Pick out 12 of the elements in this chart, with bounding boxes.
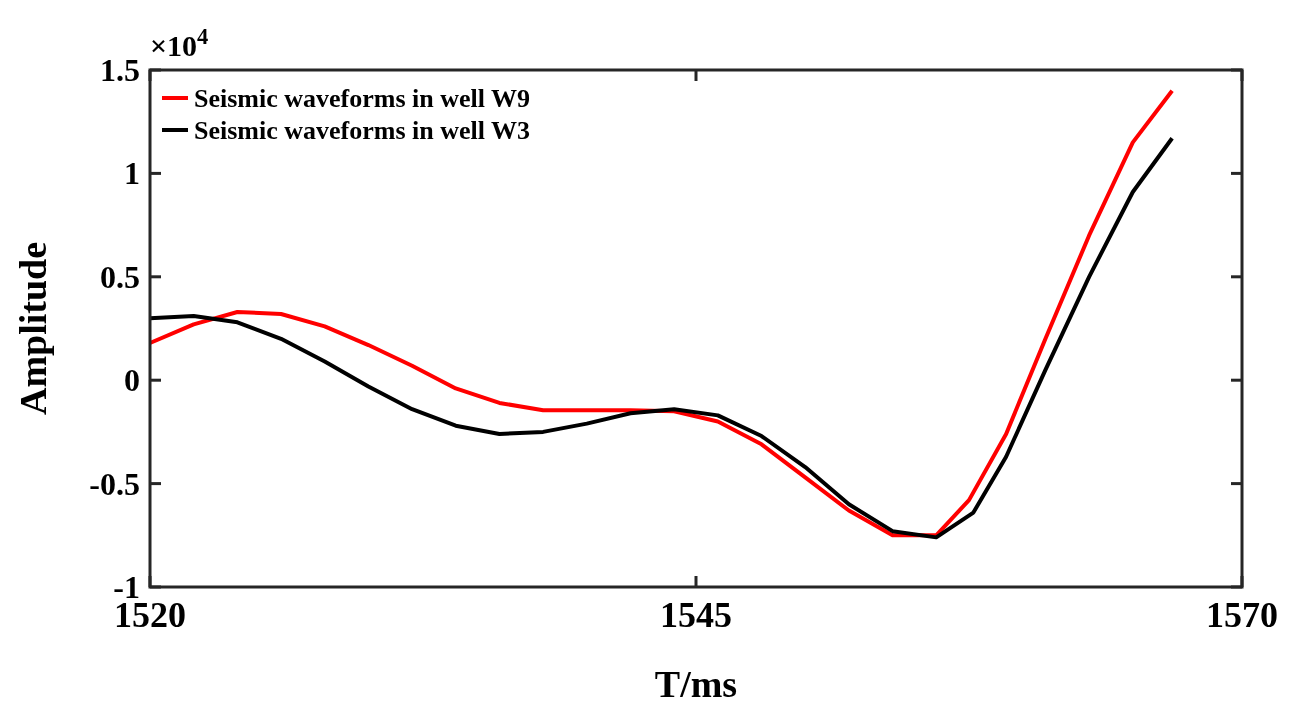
text: ×10$^{4}$ xyxy=(150,23,209,62)
y-tick-label: 0.5 xyxy=(100,258,140,295)
legend-label: Seismic waveforms in well W9 xyxy=(194,84,531,113)
y-tick-label: 0 xyxy=(124,362,140,399)
x-axis-title: T/ms xyxy=(654,663,738,705)
y-tick-label: -0.5 xyxy=(89,465,140,502)
x-tick-label: 1545 xyxy=(660,595,732,635)
y-axis-title: Amplitude xyxy=(12,241,54,416)
y-tick-label: 1.5 xyxy=(100,52,140,88)
legend-label: Seismic waveforms in well W3 xyxy=(194,116,531,145)
x-tick-label: 1570 xyxy=(1206,595,1278,635)
y-tick-label: 1 xyxy=(124,155,140,192)
